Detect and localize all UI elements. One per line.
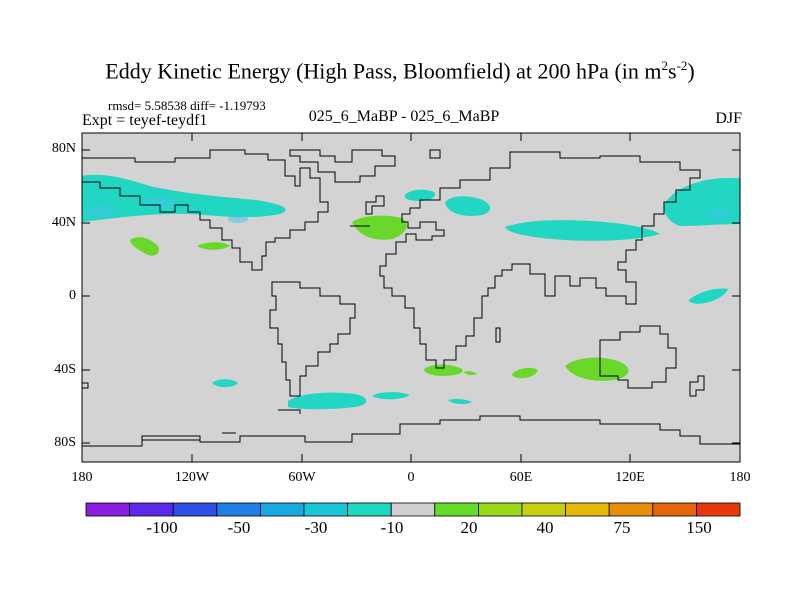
- colorbar-swatch: [652, 502, 697, 517]
- lon-label: 60W: [288, 470, 316, 485]
- colorbar-label: 20: [460, 518, 478, 537]
- lon-label: 120E: [615, 470, 645, 485]
- colorbar-swatch: [347, 502, 392, 517]
- lon-label: 180: [729, 470, 751, 485]
- colorbar: [85, 502, 741, 517]
- lat-label: 0: [69, 288, 76, 303]
- map-frame: [81, 132, 741, 463]
- colorbar-swatch: [565, 502, 610, 517]
- experiment-label: Expt = teyef-teydf1: [82, 112, 208, 129]
- colorbar-label: -100: [146, 518, 178, 537]
- lon-label: 0: [407, 470, 415, 485]
- lat-label: 40S: [54, 362, 76, 377]
- colorbar-swatch: [85, 502, 130, 517]
- light-cyan-cores: [84, 197, 730, 223]
- colorbar-swatch: [259, 502, 305, 517]
- colorbar-swatch: [129, 502, 174, 517]
- colorbar-swatch: [434, 502, 479, 517]
- coastlines: [82, 149, 740, 447]
- colorbar-swatch: [477, 502, 523, 517]
- colorbar-label: -30: [304, 518, 328, 537]
- plot-title: Eddy Kinetic Energy (High Pass, Bloomfie…: [105, 58, 695, 84]
- colorbar-label: 75: [613, 518, 631, 537]
- colorbar-swatch: [172, 502, 218, 517]
- colorbar-label: 40: [536, 518, 554, 537]
- colorbar-label: 150: [686, 518, 712, 537]
- colorbar-swatch: [521, 502, 566, 517]
- colorbar-label: -10: [380, 518, 404, 537]
- lon-label: 60E: [509, 470, 533, 485]
- stats-text: rmsd= 5.58538 diff= -1.19793: [108, 98, 266, 113]
- colorbar-swatch: [390, 502, 436, 517]
- lon-label: 120W: [174, 470, 210, 485]
- colorbar-swatch: [608, 502, 654, 517]
- green-anomaly-regions: [130, 215, 629, 381]
- colorbar-swatch: [696, 502, 741, 517]
- season-label: DJF: [715, 110, 742, 127]
- lat-label: 40N: [51, 215, 76, 230]
- colorbar-swatch: [303, 502, 348, 517]
- lat-label: 80S: [54, 435, 76, 450]
- lon-label: 180: [71, 470, 93, 485]
- lat-label: 80N: [51, 141, 76, 156]
- subtitle: 025_6_MaBP - 025_6_MaBP: [308, 108, 500, 125]
- colorbar-label: -50: [227, 518, 251, 537]
- map-background: [82, 133, 740, 462]
- colorbar-swatch: [216, 502, 261, 517]
